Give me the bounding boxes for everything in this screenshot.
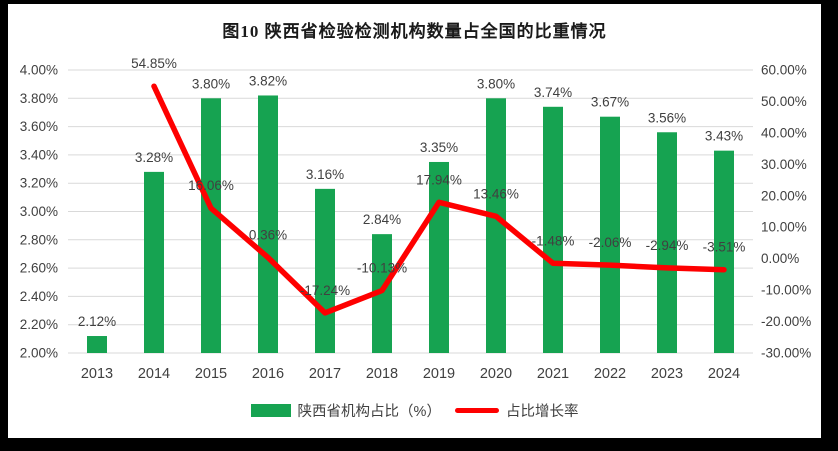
right-axis-tick: 30.00% bbox=[761, 157, 807, 172]
x-axis-label: 2020 bbox=[480, 366, 512, 382]
right-axis-tick: 10.00% bbox=[761, 220, 807, 235]
chart-legend: 陕西省机构占比（%） 占比增长率 bbox=[8, 400, 821, 421]
line-series-swatch-icon bbox=[454, 408, 499, 413]
bar-data-label: 2.84% bbox=[363, 212, 401, 227]
right-axis-tick: -20.00% bbox=[761, 314, 811, 329]
line-data-label: -3.51% bbox=[703, 240, 746, 255]
left-axis-tick: 3.20% bbox=[20, 176, 58, 191]
line-data-label: -1.48% bbox=[532, 233, 575, 248]
line-data-label: 13.46% bbox=[473, 186, 519, 201]
bar-data-label: 2.12% bbox=[78, 314, 116, 329]
left-axis-tick: 3.60% bbox=[20, 119, 58, 134]
left-axis-tick: 3.00% bbox=[20, 204, 58, 219]
legend-item-line-series: 占比增长率 bbox=[454, 400, 579, 421]
left-axis-tick: 2.00% bbox=[20, 346, 58, 361]
bar-data-label: 3.80% bbox=[192, 76, 230, 91]
chart-title: 图10 陕西省检验检测机构数量占全国的比重情况 bbox=[222, 22, 607, 41]
x-axis-label: 2019 bbox=[423, 366, 455, 382]
bar-2014 bbox=[144, 171, 164, 353]
left-axis-tick: 2.20% bbox=[20, 317, 58, 332]
bar-2017 bbox=[315, 188, 335, 353]
bar-data-label: 3.16% bbox=[306, 167, 344, 182]
bar-data-label: 3.67% bbox=[591, 95, 629, 110]
bar-2019 bbox=[429, 161, 449, 353]
line-data-label: -2.94% bbox=[646, 238, 689, 253]
bar-2015 bbox=[201, 98, 221, 353]
x-axis-label: 2017 bbox=[309, 366, 341, 382]
line-data-label: 16.06% bbox=[188, 178, 234, 193]
bar-data-label: 3.82% bbox=[249, 73, 287, 88]
right-axis-tick: 60.00% bbox=[761, 63, 807, 78]
combo-bar-line-chart: 4.00% 3.80% 3.60% 3.40% 3.20% 3.00% 2.80% 2.60%… bbox=[20, 56, 812, 382]
growth-rate-line bbox=[151, 83, 727, 316]
left-axis-tick: 2.60% bbox=[20, 261, 58, 276]
bar-data-label: 3.80% bbox=[477, 76, 515, 91]
x-axis-label: 2018 bbox=[366, 366, 398, 382]
x-axis-label: 2022 bbox=[594, 366, 626, 382]
left-axis-tick: 3.80% bbox=[20, 91, 58, 106]
right-axis-tick: 20.00% bbox=[761, 188, 807, 203]
x-axis-label: 2015 bbox=[195, 366, 227, 382]
bar-data-label: 3.56% bbox=[648, 110, 686, 125]
line-data-label: -2.06% bbox=[589, 235, 632, 250]
bar-2020 bbox=[486, 98, 506, 353]
bar-data-label: 3.43% bbox=[705, 129, 743, 144]
line-data-label: -10.13% bbox=[357, 261, 407, 276]
line-data-label: 17.94% bbox=[416, 172, 462, 187]
right-axis-tick: 40.00% bbox=[761, 125, 807, 140]
x-axis-label: 2021 bbox=[537, 366, 569, 382]
bar-2024 bbox=[714, 150, 734, 353]
chart-canvas: 图10 陕西省检验检测机构数量占全国的比重情况 4.00% 3.80% 3.60% 3… bbox=[8, 4, 821, 438]
x-axis-label: 2013 bbox=[81, 366, 113, 382]
bar-series-swatch-icon bbox=[250, 404, 291, 417]
bar-2023 bbox=[657, 132, 677, 353]
left-axis-tick: 2.40% bbox=[20, 289, 58, 304]
x-axis-label: 2016 bbox=[252, 366, 284, 382]
left-axis-tick: 2.80% bbox=[20, 232, 58, 247]
left-axis-tick: 3.40% bbox=[20, 147, 58, 162]
right-axis-tick: -30.00% bbox=[761, 346, 811, 361]
bar-data-label: 3.35% bbox=[420, 140, 458, 155]
line-data-label: 0.36% bbox=[249, 228, 287, 243]
x-axis-label: 2024 bbox=[708, 366, 740, 382]
left-axis-tick: 4.00% bbox=[20, 63, 58, 78]
right-axis-tick: -10.00% bbox=[761, 283, 811, 298]
x-axis-label: 2023 bbox=[651, 366, 683, 382]
bar-data-label: 3.28% bbox=[135, 150, 173, 165]
legend-item-bar-series: 陕西省机构占比（%） bbox=[250, 400, 441, 421]
bar-2021 bbox=[543, 106, 563, 353]
bar-data-label: 3.74% bbox=[534, 85, 572, 100]
right-axis-tick: 50.00% bbox=[761, 94, 807, 109]
legend-label-line-series: 占比增长率 bbox=[505, 404, 579, 420]
bar-2022 bbox=[600, 116, 620, 353]
bar-2013 bbox=[87, 336, 107, 353]
line-data-label: 54.85% bbox=[131, 56, 177, 71]
legend-label-bar-series: 陕西省机构占比（%） bbox=[297, 404, 441, 420]
line-data-label: -17.24% bbox=[300, 283, 350, 298]
bar-2016 bbox=[258, 95, 278, 353]
bar-2018 bbox=[372, 234, 392, 353]
x-axis-label: 2014 bbox=[138, 366, 170, 382]
right-axis-tick: 0.00% bbox=[761, 251, 799, 266]
